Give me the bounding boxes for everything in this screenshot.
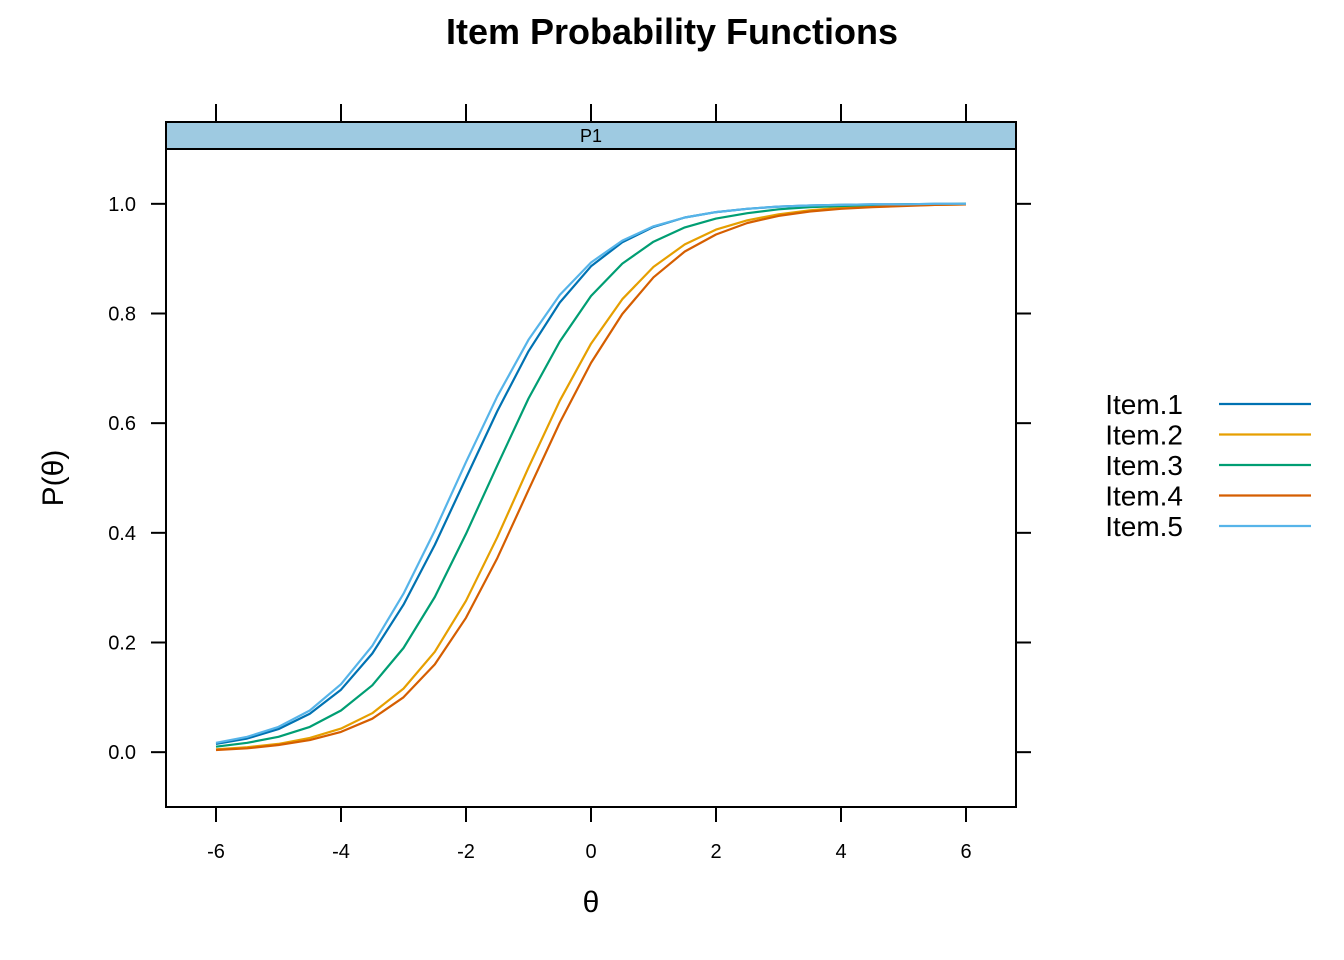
legend-label: Item.2 — [1105, 420, 1183, 451]
x-axis-label: θ — [583, 886, 600, 919]
y-tick-label: 0.8 — [108, 304, 136, 326]
series-line-item-3 — [215, 202, 967, 748]
x-tick-label: -4 — [332, 841, 350, 863]
panel-strip-label: P1 — [580, 126, 602, 146]
y-tick-label: 0.0 — [108, 742, 136, 764]
y-tick-label: 0.6 — [108, 413, 136, 435]
legend-label: Item.1 — [1105, 389, 1183, 420]
x-tick-label: 6 — [960, 841, 971, 863]
x-axis: -6 -4 -2 0 2 4 6 — [207, 807, 972, 863]
y-axis-label: P(θ) — [37, 450, 70, 507]
series-line-item-1 — [215, 202, 966, 745]
y-tick-label: 0.4 — [108, 523, 136, 545]
series-line-item-2 — [215, 203, 967, 751]
chart-title: Item Probability Functions — [446, 11, 898, 52]
x-tick-label: 4 — [835, 841, 846, 863]
y-tick-label: 1.0 — [108, 194, 136, 216]
top-axis-ticks — [215, 104, 967, 122]
series-line-item-5 — [215, 202, 966, 744]
legend-label: Item.3 — [1105, 450, 1183, 481]
plot-area — [165, 148, 1017, 808]
x-tick-label: -2 — [457, 841, 475, 863]
x-tick-label: 0 — [585, 841, 596, 863]
legend-label: Item.5 — [1105, 511, 1183, 542]
right-axis-ticks — [1016, 202, 1031, 754]
x-tick-label: 2 — [710, 841, 721, 863]
y-axis: 0.0 0.2 0.4 0.6 0.8 1.0 — [108, 194, 166, 764]
x-tick-label: -6 — [207, 841, 225, 863]
y-tick-label: 0.2 — [108, 633, 136, 655]
series-line-item-4 — [215, 203, 967, 752]
legend-label: Item.4 — [1105, 481, 1183, 512]
series-lines — [215, 202, 967, 752]
